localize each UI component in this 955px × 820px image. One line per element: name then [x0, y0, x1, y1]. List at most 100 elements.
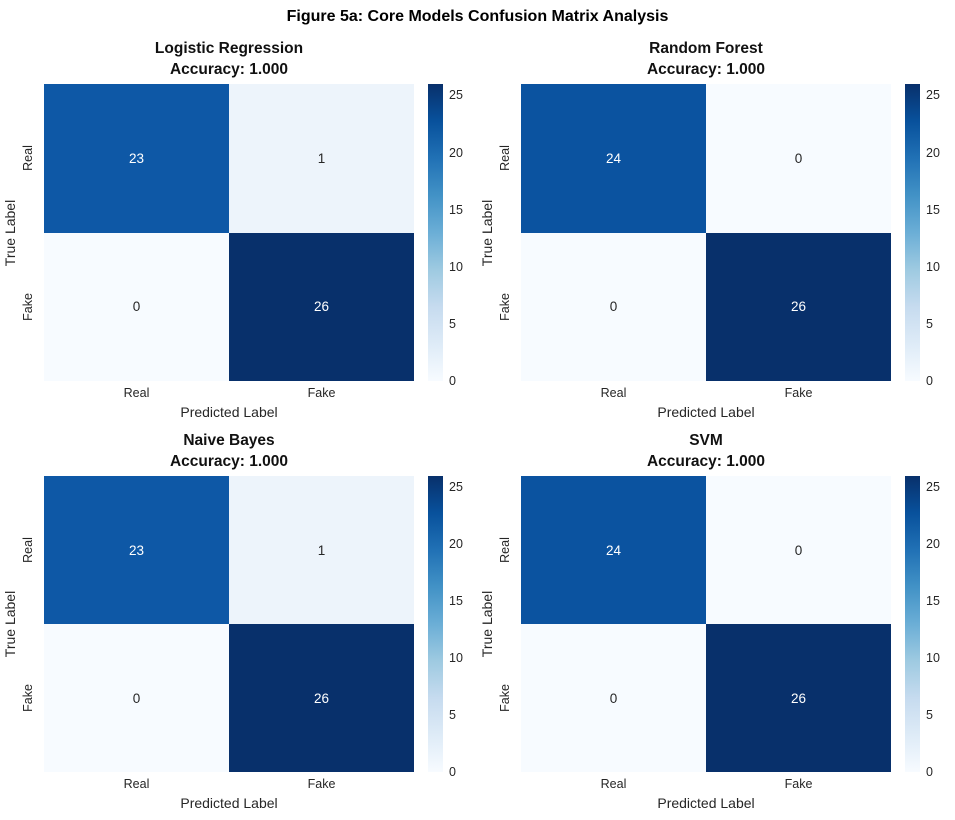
cell-value: 0 [132, 299, 141, 315]
subplot-title: SVM [689, 432, 723, 449]
colorbar-tick-label: 25 [926, 88, 940, 103]
colorbar-tick-label: 15 [926, 594, 940, 609]
colorbar-tick-label: 5 [449, 316, 456, 331]
heatmap-cell: 1 [229, 84, 414, 233]
y-tick-label: Fake [21, 684, 35, 712]
heatmap-cell: 0 [706, 84, 891, 233]
y-tick-label: Fake [498, 292, 512, 321]
heatmap-naive-bayes: 23 1 0 26 [44, 476, 414, 772]
subplot-title-block: Logistic Regression Accuracy: 1.000 [44, 38, 414, 80]
colorbar-tick-label: 10 [926, 651, 940, 666]
colorbar-tick-label: 10 [926, 259, 940, 274]
heatmap-cell: 0 [521, 232, 706, 381]
colorbar-tick-label: 10 [449, 259, 463, 274]
cell-value: 0 [609, 299, 618, 315]
colorbar-tick-label: 25 [449, 480, 463, 495]
figure-title: Figure 5a: Core Models Confusion Matrix … [286, 8, 669, 25]
x-tick-label: Fake [307, 386, 336, 400]
x-tick-label: Real [123, 777, 150, 791]
cell-value: 1 [317, 542, 326, 558]
y-axis-label: True Label [2, 199, 18, 266]
cell-value: 24 [605, 150, 622, 166]
colorbar-tick-label: 20 [449, 537, 463, 552]
x-axis-label: Predicted Label [657, 795, 755, 811]
cell-value: 24 [605, 542, 622, 558]
colorbar-gradient [905, 84, 920, 381]
x-tick-label: Real [600, 777, 627, 791]
subplot-title: Logistic Regression [154, 40, 304, 57]
cell-value: 0 [794, 542, 803, 558]
colorbar-gradient [428, 476, 443, 772]
cell-value: 26 [313, 690, 330, 706]
subplot-accuracy-subtitle: Accuracy: 1.000 [646, 453, 766, 470]
y-axis-label: True Label [2, 590, 18, 658]
subplot-accuracy-subtitle: Accuracy: 1.000 [169, 453, 289, 470]
x-tick-label: Fake [784, 386, 813, 400]
cell-value: 1 [317, 150, 326, 166]
colorbar-tick-label: 0 [926, 374, 933, 388]
colorbar-tick-label: 15 [926, 202, 940, 217]
cell-value: 0 [609, 690, 618, 706]
x-axis-label: Predicted Label [657, 404, 755, 420]
cell-value: 23 [128, 542, 145, 558]
subplot-title-block: Naive Bayes Accuracy: 1.000 [44, 430, 414, 472]
cell-value: 26 [790, 690, 807, 706]
cell-value: 26 [790, 299, 807, 315]
heatmap-cell: 26 [706, 624, 891, 772]
colorbar-tick-label: 0 [449, 765, 456, 779]
heatmap-cell: 23 [44, 84, 229, 233]
heatmap-cell: 0 [44, 232, 229, 381]
colorbar-tick-label: 20 [449, 145, 463, 160]
colorbar-tick-label: 5 [926, 316, 933, 331]
y-axis-label: True Label [479, 199, 495, 266]
subplot-title-block: Random Forest Accuracy: 1.000 [521, 38, 891, 80]
heatmap-cell: 24 [521, 476, 706, 624]
heatmap-cell: 24 [521, 84, 706, 233]
x-axis-label: Predicted Label [180, 404, 278, 420]
x-tick-label: Fake [307, 777, 336, 791]
heatmap-logistic-regression: 23 1 0 26 [44, 84, 414, 381]
y-tick-label: Real [498, 145, 512, 172]
heatmap-cell: 1 [229, 476, 414, 624]
heatmap-cell: 0 [521, 624, 706, 772]
heatmap-cell: 23 [44, 476, 229, 624]
y-tick-label: Real [21, 537, 35, 563]
subplot-title-block: SVM Accuracy: 1.000 [521, 430, 891, 472]
colorbar-tick-label: 0 [449, 374, 456, 388]
cell-value: 0 [794, 150, 803, 166]
heatmap-random-forest: 24 0 0 26 [521, 84, 891, 381]
cell-value: 26 [313, 299, 330, 315]
colorbar-tick-label: 5 [926, 708, 933, 723]
cell-value: 0 [132, 690, 141, 706]
heatmap-svm: 24 0 0 26 [521, 476, 891, 772]
subplot-accuracy-subtitle: Accuracy: 1.000 [169, 61, 289, 78]
y-tick-label: Real [21, 145, 35, 172]
y-tick-label: Fake [21, 292, 35, 321]
heatmap-cell: 26 [706, 232, 891, 381]
colorbar-tick-label: 25 [449, 88, 463, 103]
colorbar-tick-label: 0 [926, 765, 933, 779]
subplot-title: Random Forest [649, 40, 763, 57]
heatmap-cell: 26 [229, 232, 414, 381]
colorbar-gradient [905, 476, 920, 772]
y-tick-label: Fake [498, 684, 512, 712]
y-axis-label: True Label [479, 590, 495, 658]
heatmap-cell: 0 [706, 476, 891, 624]
colorbar-tick-label: 25 [926, 480, 940, 495]
subplot-accuracy-subtitle: Accuracy: 1.000 [646, 61, 766, 78]
colorbar-tick-label: 5 [449, 708, 456, 723]
colorbar-tick-label: 15 [449, 594, 463, 609]
y-tick-label: Real [498, 537, 512, 563]
subplot-title: Naive Bayes [183, 432, 275, 449]
colorbar-tick-label: 15 [449, 202, 463, 217]
heatmap-cell: 26 [229, 624, 414, 772]
x-tick-label: Fake [784, 777, 813, 791]
x-tick-label: Real [123, 386, 150, 400]
colorbar-tick-label: 10 [449, 651, 463, 666]
colorbar-gradient [428, 84, 443, 381]
x-tick-label: Real [600, 386, 627, 400]
cell-value: 23 [128, 150, 145, 166]
colorbar-tick-label: 20 [926, 145, 940, 160]
heatmap-cell: 0 [44, 624, 229, 772]
